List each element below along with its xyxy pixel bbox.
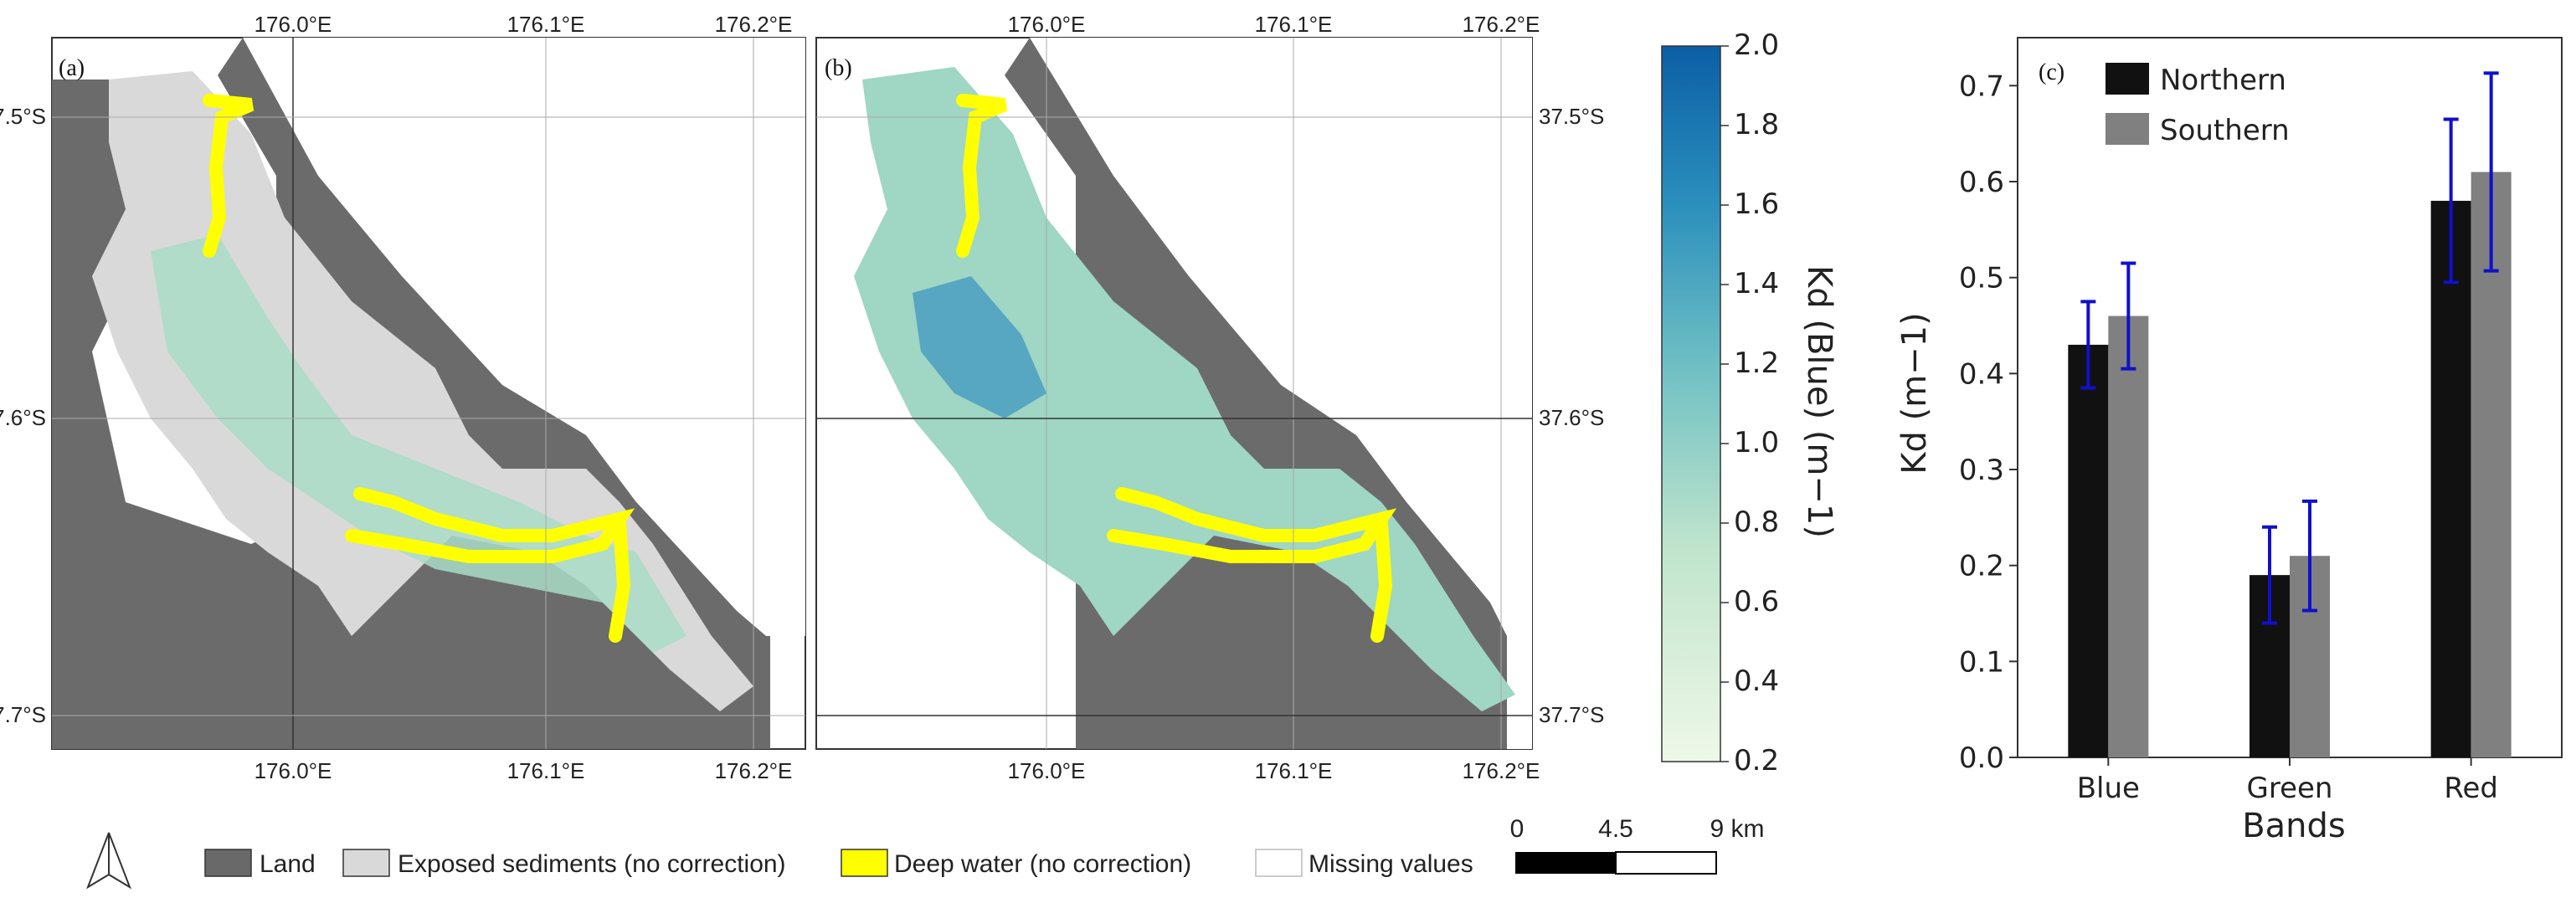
legend-swatch-land bbox=[204, 849, 252, 877]
colorbar-tick-label: 0.6 bbox=[1734, 585, 1779, 618]
chart-legend-swatch-northern bbox=[2106, 63, 2149, 95]
scale-bar: 0 4.5 9 km bbox=[1510, 815, 1765, 875]
deep-water-channel-b bbox=[956, 94, 1397, 643]
x-axis-label: Bands bbox=[2242, 807, 2346, 845]
map-panel-a: (a) 176.0°E 176.1°E 176.2°E 176.0°E 176.… bbox=[0, 12, 806, 783]
north-arrow-icon bbox=[86, 832, 131, 890]
scale-bar-black bbox=[1515, 852, 1616, 874]
lat-tick-2: 37.6°S bbox=[0, 405, 46, 430]
y-tick-label: 0.7 bbox=[1959, 69, 2004, 103]
scale-label-mid: 4.5 bbox=[1598, 815, 1633, 843]
scale-bar-white bbox=[1615, 851, 1717, 875]
lon-tick-bottom-1: 176.0°E bbox=[255, 758, 332, 783]
panel-tag-b: (b) bbox=[825, 55, 852, 81]
y-tick-label: 0.2 bbox=[1959, 550, 2004, 583]
legend-label-land: Land bbox=[260, 850, 316, 878]
b-lon-tick-bottom-3: 176.2°E bbox=[1463, 758, 1540, 783]
panel-tag-a: (a) bbox=[59, 55, 85, 81]
map-panel-b: (b) 176.0°E 176.1°E 176.2°E 176.0°E 176.… bbox=[815, 12, 1604, 783]
chart-legend-swatch-southern bbox=[2106, 113, 2149, 145]
lat-tick-3: 37.7°S bbox=[0, 702, 46, 727]
y-tick-label: 0.1 bbox=[1959, 645, 2004, 679]
deep-water-channel bbox=[203, 94, 635, 643]
x-tick-label: Red bbox=[2444, 772, 2498, 805]
colorbar-tick-label: 1.0 bbox=[1734, 426, 1779, 459]
lon-tick-top-3: 176.2°E bbox=[715, 12, 793, 37]
y-tick-label: 0.3 bbox=[1959, 454, 2004, 487]
colorbar-tick-label: 1.6 bbox=[1734, 187, 1779, 221]
y-tick-label: 0.4 bbox=[1959, 357, 2004, 391]
b-lon-tick-top-2: 176.1°E bbox=[1255, 12, 1333, 37]
panel-tag-c: (c) bbox=[2039, 59, 2064, 85]
lon-tick-top-1: 176.0°E bbox=[255, 12, 332, 37]
scale-label-end: 9 km bbox=[1710, 815, 1764, 843]
colorbar-gradient bbox=[1661, 45, 1721, 762]
colorbar-tick-label: 1.4 bbox=[1734, 267, 1779, 300]
bar-northern-red bbox=[2430, 200, 2471, 757]
b-lat-tick-3: 37.7°S bbox=[1539, 702, 1604, 727]
lat-tick-1: 37.5°S bbox=[0, 104, 46, 129]
y-tick-label: 0.0 bbox=[1959, 741, 2004, 775]
y-tick-label: 0.6 bbox=[1959, 166, 2004, 199]
lon-tick-bottom-3: 176.2°E bbox=[715, 758, 793, 783]
colorbar-tick-label: 2.0 bbox=[1734, 28, 1779, 62]
legend: Land Exposed sediments (no correction) D… bbox=[86, 815, 1765, 890]
x-tick-label: Blue bbox=[2077, 772, 2140, 805]
bar-southern-blue bbox=[2108, 316, 2149, 757]
y-tick-label: 0.5 bbox=[1959, 262, 2004, 295]
colorbar-tick-label: 1.8 bbox=[1734, 108, 1779, 141]
b-lon-tick-bottom-2: 176.1°E bbox=[1255, 758, 1333, 783]
colorbar-tick-label: 0.2 bbox=[1734, 744, 1779, 777]
legend-label-missing: Missing values bbox=[1309, 850, 1473, 878]
b-lon-tick-bottom-1: 176.0°E bbox=[1008, 758, 1086, 783]
colorbar-tick-label: 0.8 bbox=[1734, 505, 1779, 539]
legend-swatch-missing bbox=[1255, 849, 1303, 877]
colorbar-label: Kd (Blue) (m−1) bbox=[1800, 265, 1838, 538]
b-lon-tick-top-1: 176.0°E bbox=[1008, 12, 1086, 37]
scale-label-0: 0 bbox=[1510, 815, 1525, 843]
colorbar-tick-label: 0.4 bbox=[1734, 665, 1779, 698]
chart-legend-label-northern: Northern bbox=[2160, 64, 2286, 97]
lon-tick-bottom-2: 176.1°E bbox=[507, 758, 585, 783]
x-tick-label: Green bbox=[2247, 772, 2333, 805]
b-lon-tick-top-3: 176.2°E bbox=[1463, 12, 1540, 37]
y-axis-label: Kd (m−1) bbox=[1895, 312, 1934, 474]
colorbar: 2.0 1.8 1.6 1.4 1.2 1.0 0.8 0.6 0.4 0.2 Kd (Blue)… bbox=[1661, 28, 1838, 777]
legend-label-deep-water: Deep water (no correction) bbox=[894, 850, 1191, 878]
land-peninsula bbox=[243, 38, 805, 636]
lon-tick-top-2: 176.1°E bbox=[507, 12, 585, 37]
b-lat-tick-2: 37.6°S bbox=[1539, 405, 1604, 430]
water-kd-high-b bbox=[913, 276, 1046, 418]
bar-northern-blue bbox=[2068, 344, 2109, 757]
b-lat-tick-1: 37.5°S bbox=[1539, 104, 1604, 129]
bar-chart: (c) 0.0 0.1 0.2 0.3 0.4 0.5 0.6 0.7 Blue Green Re… bbox=[1895, 37, 2563, 845]
chart-legend-label-southern: Southern bbox=[2160, 114, 2290, 147]
colorbar-tick-label: 1.2 bbox=[1734, 346, 1779, 380]
water-kd-area bbox=[151, 234, 686, 653]
legend-label-sediments: Exposed sediments (no correction) bbox=[398, 850, 786, 878]
legend-swatch-deep-water bbox=[841, 849, 888, 877]
legend-swatch-sediments bbox=[342, 849, 390, 877]
